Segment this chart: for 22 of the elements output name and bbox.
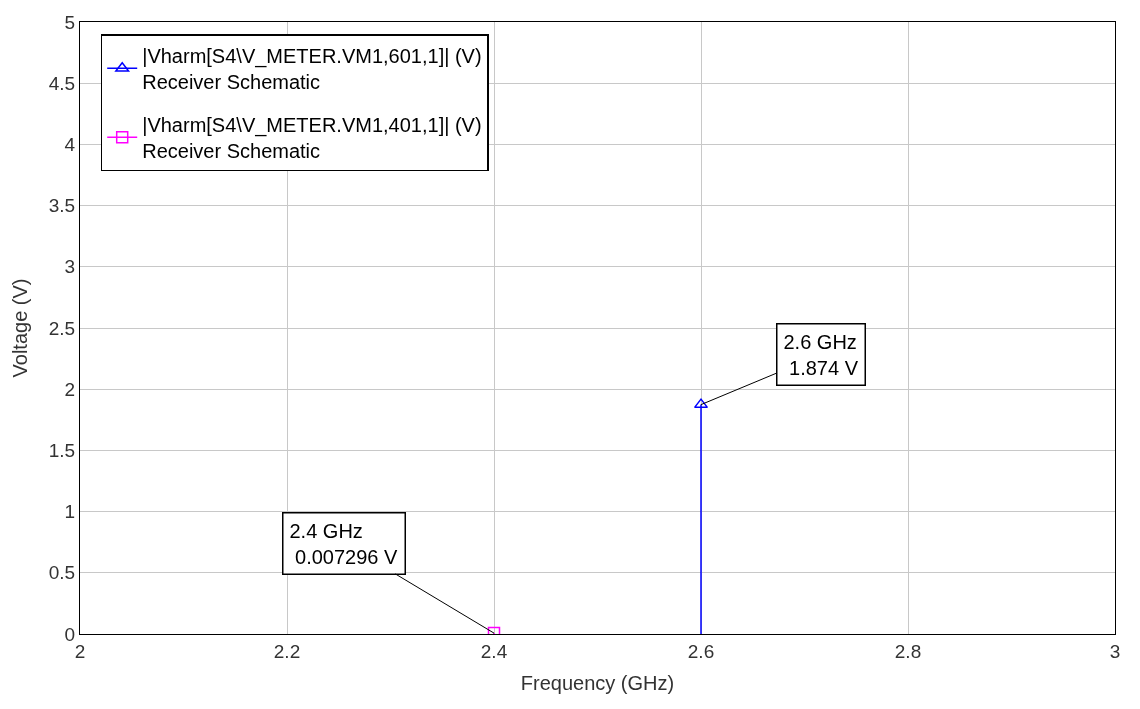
x-tick-label: 3 [1109,640,1121,662]
y-tick-label: 0.5 [48,562,76,584]
y-tick-label: 2 [64,378,76,400]
y-tick-label: 0 [64,623,76,645]
y-tick-label: 4.5 [48,72,76,94]
y-tick-label: 1.5 [48,440,76,462]
x-tick-label: 2.4 [480,640,508,662]
y-tick-label: 2.5 [48,317,76,339]
x-tick-label: 2.6 [687,640,715,662]
legend-label: |Vharm[S4\V_METER.VM1,601,1]| (V) Receiver Schematic [142,45,482,94]
x-tick-label: 2.8 [894,640,922,662]
annotation: 2.4 GHz 0.007296 V [289,519,399,568]
legend-label: |Vharm[S4\V_METER.VM1,401,1]| (V) Receiver Schematic [142,114,482,163]
annotation: 2.6 GHz 1.874 V [783,330,859,379]
y-axis-title: Voltage (V) [9,278,32,378]
y-tick-label: 5 [64,11,76,33]
x-tick-label: 2.2 [273,640,301,662]
y-tick-label: 4 [64,134,76,156]
x-axis-title: Frequency (GHz) [520,672,675,695]
y-tick-label: 3 [64,256,76,278]
y-tick-label: 3.5 [48,195,76,217]
y-tick-label: 1 [64,501,76,523]
